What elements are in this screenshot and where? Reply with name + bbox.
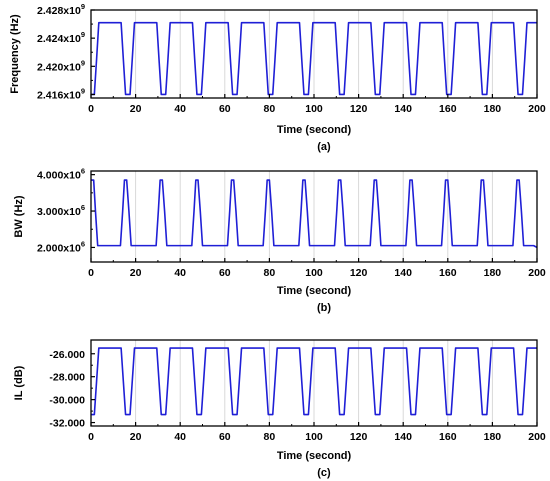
x-tick-label: 80 — [264, 431, 276, 443]
y-tick-label: 2.416x109 — [37, 86, 85, 101]
chart-panel-0: 0 20 40 60 80 100 120 140 160 180 2002.416x1092.42… — [9, 2, 546, 153]
y-tick-mantissa: 2.416x10 — [37, 89, 81, 101]
y-tick-mantissa: 4.000x10 — [37, 170, 81, 182]
x-axis-title: Time (second) — [277, 124, 352, 136]
y-tick-exponent: 6 — [81, 203, 85, 212]
y-tick-label: 2.000x106 — [37, 239, 85, 254]
x-tick-label: 140 — [394, 103, 412, 115]
x-axis-title: Time (second) — [277, 450, 352, 462]
y-tick-mantissa: 2.424x10 — [37, 33, 81, 45]
x-tick-label: 0 — [88, 431, 94, 443]
y-tick-label: -30.000 — [49, 395, 85, 407]
y-tick-exponent: 9 — [81, 58, 85, 67]
x-tick-label: 200 — [528, 431, 546, 443]
x-tick-label: 0 — [88, 103, 94, 115]
x-tick-label: 40 — [174, 267, 186, 279]
x-tick-label: 100 — [305, 431, 323, 443]
y-tick-exponent: 6 — [81, 239, 85, 248]
y-axis-title: IL (dB) — [13, 365, 25, 400]
y-tick-label: -26.000 — [49, 349, 85, 361]
y-axis-title: BW (Hz) — [13, 195, 25, 237]
y-tick-label: -28.000 — [49, 372, 85, 384]
y-tick-exponent: 9 — [81, 86, 85, 95]
series-line — [91, 21, 537, 96]
x-tick-label: 200 — [528, 267, 546, 279]
x-tick-label: 60 — [219, 103, 231, 115]
x-tick-label: 160 — [439, 103, 457, 115]
x-tick-label: 140 — [394, 431, 412, 443]
chart-panel-2: 0 20 40 60 80 100 120 140 160 180 200 -32.000 -30.00… — [13, 339, 546, 479]
y-tick-label: 2.420x109 — [37, 58, 85, 73]
y-tick-exponent: 6 — [81, 167, 85, 176]
x-tick-label: 20 — [130, 103, 142, 115]
y-tick-mantissa: 3.000x10 — [37, 206, 81, 218]
series-line — [91, 347, 537, 416]
x-tick-label: 60 — [219, 267, 231, 279]
x-tick-label: 180 — [484, 267, 502, 279]
x-tick-label: 80 — [264, 103, 276, 115]
x-tick-label: 20 — [130, 267, 142, 279]
y-tick-mantissa: 2.420x10 — [37, 61, 81, 73]
x-tick-label: 160 — [439, 267, 457, 279]
panel-caption: (c) — [317, 467, 331, 479]
x-tick-label: 140 — [394, 267, 412, 279]
x-tick-label: 60 — [219, 431, 231, 443]
y-tick-exponent: 9 — [81, 30, 85, 39]
chart-panel-1: 0 20 40 60 80 100 120 140 160 180 2002.000x1063.00… — [13, 167, 546, 314]
y-tick-exponent: 9 — [81, 2, 85, 11]
y-tick-label: 2.428x109 — [37, 2, 85, 17]
x-tick-label: 120 — [350, 267, 368, 279]
y-tick-label: 3.000x106 — [37, 203, 85, 218]
series-line — [91, 179, 538, 249]
x-tick-label: 20 — [130, 431, 142, 443]
x-tick-label: 160 — [439, 431, 457, 443]
x-tick-label: 200 — [528, 103, 546, 115]
y-tick-label: -32.000 — [49, 418, 85, 430]
y-tick-mantissa: 2.000x10 — [37, 242, 81, 254]
y-tick-label: 4.000x106 — [37, 167, 85, 182]
y-axis-title: Frequency (Hz) — [9, 14, 21, 94]
y-tick-label: 2.424x109 — [37, 30, 85, 45]
x-tick-label: 80 — [264, 267, 276, 279]
x-axis-title: Time (second) — [277, 285, 352, 297]
x-tick-label: 120 — [350, 431, 368, 443]
x-tick-label: 0 — [88, 267, 94, 279]
panel-caption: (a) — [317, 141, 331, 153]
panel-caption: (b) — [317, 302, 331, 314]
x-tick-label: 180 — [484, 431, 502, 443]
x-tick-label: 100 — [305, 267, 323, 279]
x-tick-label: 120 — [350, 103, 368, 115]
y-tick-mantissa: 2.428x10 — [37, 5, 81, 17]
x-tick-label: 180 — [484, 103, 502, 115]
x-tick-label: 40 — [174, 103, 186, 115]
x-tick-label: 40 — [174, 431, 186, 443]
x-tick-label: 100 — [305, 103, 323, 115]
